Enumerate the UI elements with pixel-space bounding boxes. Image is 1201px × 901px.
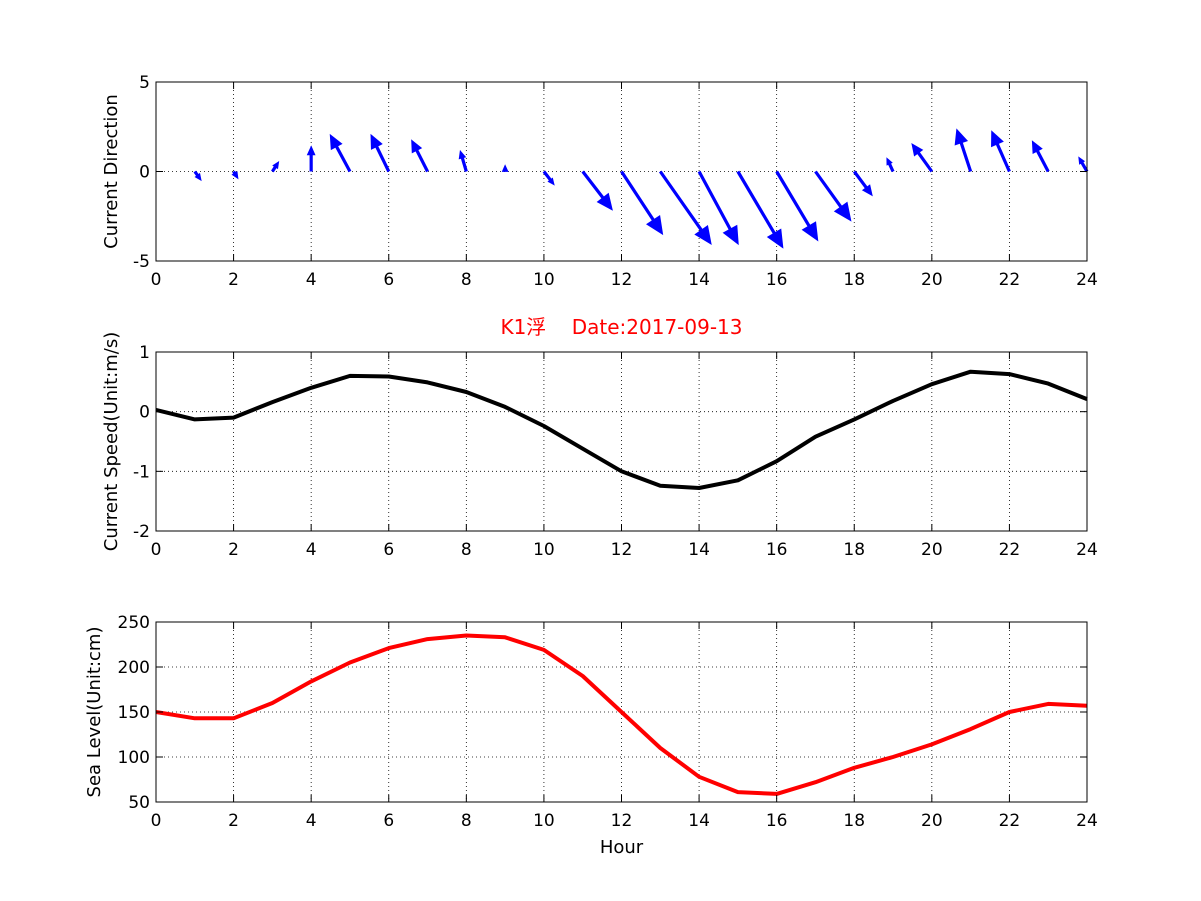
sealevel-x-tick-label: 18 <box>843 811 865 831</box>
direction-arrow <box>1078 156 1089 173</box>
direction-x-tick-label: 16 <box>766 270 788 290</box>
speed-x-tick-label: 22 <box>999 540 1021 560</box>
direction-x-tick-label: 24 <box>1076 270 1098 290</box>
direction-arrow <box>911 143 934 173</box>
direction-arrow <box>458 149 468 172</box>
direction-arrow <box>581 170 613 211</box>
sealevel-x-tick-label: 8 <box>461 811 472 831</box>
speed-chart-title: K1浮 Date:2017-09-13 <box>500 315 742 339</box>
speed-x-tick-label: 20 <box>921 540 943 560</box>
direction-arrow <box>658 170 712 246</box>
direction-arrow <box>231 170 239 180</box>
speed-x-tick-label: 0 <box>151 540 162 560</box>
direction-arrow <box>736 170 784 249</box>
direction-arrow <box>306 145 316 172</box>
sealevel-x-tick-label: 14 <box>688 811 710 831</box>
sealevel-x-tick-label: 6 <box>383 811 394 831</box>
speed-x-tick-label: 24 <box>1076 540 1098 560</box>
direction-arrow <box>620 170 664 236</box>
speed-x-tick-label: 2 <box>228 540 239 560</box>
direction-arrow <box>852 170 873 197</box>
direction-y-tick-label: 5 <box>139 73 150 93</box>
sealevel-x-tick-label: 16 <box>766 811 788 831</box>
direction-arrow <box>886 157 895 173</box>
direction-x-tick-label: 8 <box>461 270 472 290</box>
sealevel-y-tick-label: 100 <box>118 748 150 768</box>
direction-arrow <box>775 170 819 242</box>
direction-x-tick-label: 4 <box>306 270 317 290</box>
direction-x-tick-label: 14 <box>688 270 710 290</box>
direction-arrow <box>501 164 509 172</box>
direction-y-axis-label: Current Direction <box>101 94 122 249</box>
sealevel-x-tick-label: 22 <box>999 811 1021 831</box>
direction-x-tick-label: 20 <box>921 270 943 290</box>
sealevel-x-tick-label: 0 <box>151 811 162 831</box>
sealevel-x-tick-label: 2 <box>228 811 239 831</box>
sealevel-x-tick-label: 4 <box>306 811 317 831</box>
direction-x-tick-label: 10 <box>533 270 555 290</box>
direction-arrow <box>370 133 391 173</box>
direction-x-tick-label: 0 <box>151 270 162 290</box>
direction-arrow <box>1031 140 1050 173</box>
direction-y-tick-label: 0 <box>139 163 150 183</box>
speed-x-tick-label: 18 <box>843 540 865 560</box>
sealevel-series-line <box>155 633 1088 796</box>
direction-x-tick-label: 6 <box>383 270 394 290</box>
direction-arrow <box>697 170 739 246</box>
direction-arrow <box>329 133 352 173</box>
sealevel-y-axis-label: Sea Level(Unit:cm) <box>84 627 105 798</box>
direction-x-tick-label: 2 <box>228 270 239 290</box>
direction-x-tick-label: 18 <box>843 270 865 290</box>
direction-x-tick-label: 22 <box>999 270 1021 290</box>
speed-y-tick-label: 0 <box>139 403 150 423</box>
speed-x-tick-label: 16 <box>766 540 788 560</box>
direction-arrow <box>814 170 852 222</box>
direction-y-tick-label: -5 <box>133 252 150 272</box>
direction-arrow <box>271 160 280 173</box>
sealevel-y-tick-label: 250 <box>118 613 150 633</box>
sealevel-x-tick-label: 12 <box>611 811 633 831</box>
sealevel-y-tick-label: 150 <box>118 703 150 723</box>
speed-x-tick-label: 8 <box>461 540 472 560</box>
speed-y-axis-label: Current Speed(Unit:m/s) <box>101 332 122 551</box>
sealevel-y-tick-label: 50 <box>128 793 150 813</box>
direction-arrow <box>991 130 1011 173</box>
sealevel-x-tick-label: 20 <box>921 811 943 831</box>
direction-arrow <box>193 170 202 182</box>
speed-y-tick-label: -2 <box>133 522 150 542</box>
speed-y-tick-label: -1 <box>133 462 150 482</box>
speed-x-tick-label: 4 <box>306 540 317 560</box>
speed-x-tick-label: 12 <box>611 540 633 560</box>
sealevel-x-tick-label: 24 <box>1076 811 1098 831</box>
direction-arrow <box>954 128 973 172</box>
sealevel-y-tick-label: 200 <box>118 658 150 678</box>
speed-x-tick-label: 6 <box>383 540 394 560</box>
speed-plot-area <box>156 352 1087 531</box>
speed-x-tick-label: 14 <box>688 540 710 560</box>
direction-x-tick-label: 12 <box>611 270 633 290</box>
speed-y-tick-label: 1 <box>139 343 150 363</box>
sealevel-x-tick-label: 10 <box>533 811 555 831</box>
speed-x-tick-label: 10 <box>533 540 555 560</box>
direction-arrow <box>411 139 429 173</box>
speed-series-line <box>155 369 1088 490</box>
sealevel-x-axis-label: Hour <box>600 837 644 858</box>
direction-arrow <box>542 170 555 186</box>
